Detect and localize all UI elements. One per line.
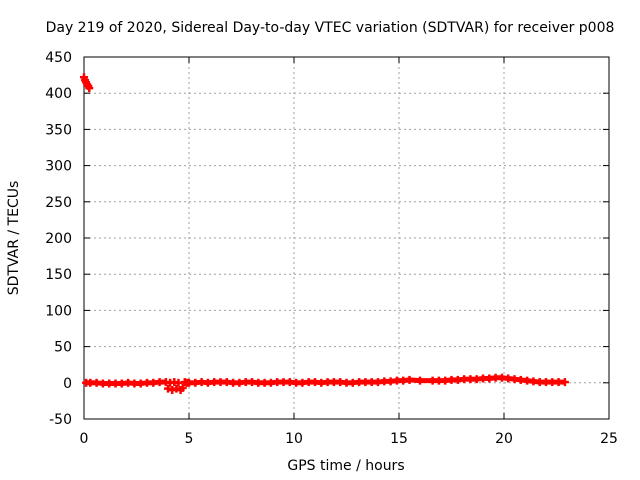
- y-tick-label: 300: [45, 159, 72, 175]
- trace-segment: [314, 379, 322, 386]
- trace-segment: [251, 379, 259, 386]
- trace-segment: [526, 378, 534, 384]
- trace-segment: [352, 379, 360, 386]
- y-tick-label: 250: [45, 195, 72, 211]
- y-tick-label: 100: [45, 303, 72, 319]
- data-point: [168, 386, 177, 395]
- trace-segment: [226, 379, 234, 386]
- trace-segment: [501, 375, 509, 381]
- y-tick-label: 200: [45, 231, 72, 247]
- trace-segment: [195, 379, 202, 386]
- y-tick-label: 150: [45, 267, 72, 283]
- trace-segment: [402, 377, 410, 384]
- trace-segment: [96, 380, 104, 387]
- trace-segment: [476, 375, 484, 382]
- x-tick-label: 15: [390, 431, 408, 447]
- trace-segment: [140, 380, 148, 387]
- data-points: [80, 73, 569, 395]
- trace-segment: [390, 378, 398, 384]
- trace-segment: [444, 377, 452, 384]
- y-tick-label: 0: [63, 376, 72, 392]
- trace-segment: [302, 379, 309, 386]
- y-tick-label: 350: [45, 122, 72, 138]
- y-tick-label: 400: [45, 86, 72, 102]
- trace-segment: [85, 83, 91, 88]
- trace-segment: [489, 375, 496, 381]
- trace-segment: [409, 377, 421, 384]
- trace-segment: [514, 376, 522, 383]
- x-axis-title: GPS time / hours: [287, 458, 404, 474]
- trace-segment: [183, 379, 188, 386]
- trace-segment: [127, 380, 135, 387]
- y-axis-title: SDTVAR / TECUs: [6, 181, 22, 296]
- chart-title: Day 219 of 2020, Sidereal Day-to-day VTE…: [46, 20, 615, 36]
- trace-segment: [81, 76, 88, 82]
- trace-segment: [377, 378, 385, 385]
- data-point: [164, 384, 172, 393]
- trace-segment: [507, 375, 515, 382]
- trace-segment: [289, 379, 297, 386]
- trace-segment: [85, 84, 92, 90]
- trace-segment: [207, 379, 215, 386]
- trace-segment: [270, 379, 278, 386]
- trace-segment: [121, 380, 129, 387]
- trace-segment: [321, 379, 328, 386]
- trace-segment: [457, 376, 465, 383]
- trace-segment: [520, 377, 528, 384]
- x-tick-label: 25: [600, 431, 618, 447]
- trace-segment: [239, 379, 246, 386]
- chart-grid: [84, 57, 609, 419]
- x-tick-label: 0: [80, 431, 89, 447]
- trace-segment: [339, 379, 347, 386]
- trace-segment: [83, 81, 90, 86]
- trace-segment: [201, 379, 209, 386]
- y-tick-label: -50: [49, 412, 72, 428]
- y-tick-label: 450: [45, 50, 72, 66]
- x-tick-label: 5: [185, 431, 194, 447]
- trace-segment: [178, 386, 185, 392]
- trace-segment: [82, 79, 89, 84]
- x-tick-label: 10: [285, 431, 303, 447]
- y-tick-label: 50: [54, 340, 72, 356]
- trace-segment: [533, 378, 540, 385]
- trace-segment: [153, 379, 160, 386]
- x-tick-label: 20: [495, 431, 513, 447]
- axis-ticks: -50 0 50 100 150 200 250 300 350 400 450 0 5 10 15 20 25: [45, 50, 618, 447]
